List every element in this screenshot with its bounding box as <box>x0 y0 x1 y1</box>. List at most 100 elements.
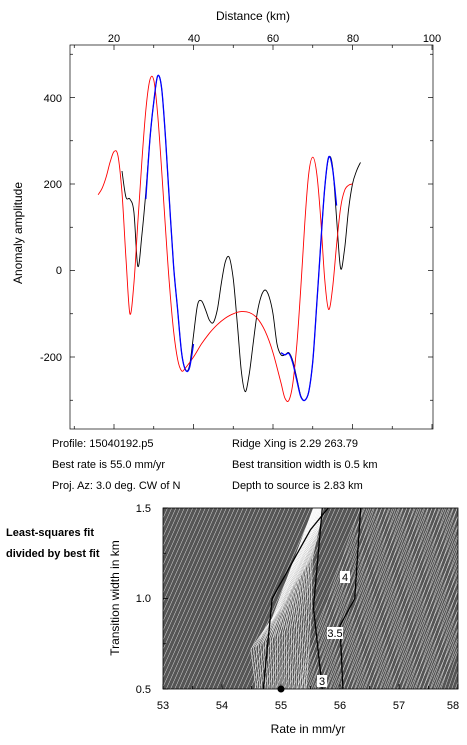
contour-line <box>332 508 397 689</box>
contour-line <box>390 508 454 689</box>
source-depth-info: Depth to source is 2.83 km <box>232 480 363 492</box>
contour-line <box>301 508 323 689</box>
contour-line <box>262 508 316 689</box>
contour-line <box>233 508 315 689</box>
x-tick-label: 53 <box>157 700 169 712</box>
contour-line <box>182 508 265 689</box>
contour-line <box>250 508 314 689</box>
projection-azimuth-info: Proj. Az: 3.0 deg. CW of N <box>52 480 181 492</box>
contour-line <box>257 508 315 689</box>
contour-line <box>426 597 458 689</box>
contour-line <box>350 508 415 689</box>
contour-line <box>274 508 318 689</box>
contour-line <box>163 508 214 622</box>
y-tick-label: 200 <box>44 179 62 191</box>
contour-line <box>296 508 361 689</box>
contour-line <box>411 556 458 689</box>
x-tick-label: 80 <box>347 33 359 45</box>
contour-line <box>289 508 321 689</box>
x-tick-label: 54 <box>216 700 228 712</box>
contour-line <box>361 508 426 689</box>
contour-label-3-5: 3.5 <box>327 627 343 640</box>
contour-line <box>437 628 458 689</box>
contour-line <box>314 508 379 689</box>
y-tick-label: -200 <box>40 352 62 364</box>
ridge-crossing-info: Ridge Xing is 2.29 263.79 <box>232 438 358 450</box>
contour-line <box>195 508 277 689</box>
contour-line <box>447 659 458 689</box>
contour-line <box>415 566 458 689</box>
contour-caption: Least-squares fit divided by best fit <box>6 527 100 560</box>
contour-line <box>375 508 440 689</box>
contour-line <box>325 508 390 689</box>
contour-line <box>444 649 458 689</box>
contour-line <box>439 646 458 689</box>
contour-line <box>404 535 458 689</box>
contour-line <box>269 508 317 689</box>
contour-line <box>419 577 458 689</box>
contour-line <box>459 498 467 699</box>
contour-line <box>191 508 273 689</box>
contour-line <box>397 515 458 689</box>
contour-line <box>393 508 458 689</box>
y-tick-label: 1.5 <box>136 503 151 515</box>
contour-line <box>163 508 177 538</box>
contour-line <box>283 508 366 689</box>
contour-line <box>253 508 315 689</box>
contour-line <box>281 508 319 689</box>
contour-line <box>163 508 193 575</box>
best-fit-marker <box>277 685 285 693</box>
contour-line <box>376 508 458 689</box>
contour-line <box>372 508 436 689</box>
contour-line <box>426 618 458 689</box>
contour-line <box>163 508 189 566</box>
contour-line <box>267 508 317 689</box>
contour-line <box>368 508 433 689</box>
contour-line <box>229 508 311 689</box>
contour-line-bold <box>312 508 323 689</box>
contour-line <box>283 508 320 689</box>
contour-line <box>422 609 458 689</box>
contour-line <box>408 546 458 689</box>
contour-line <box>170 508 252 689</box>
best-rate-info: Best rate is 55.0 mm/yr <box>52 459 166 471</box>
contour-line <box>300 508 364 689</box>
observed-profile-line <box>121 74 361 401</box>
contour-line <box>401 525 458 689</box>
misfit-contour-chart: Rate in mm/yr Transition width in km 53 … <box>108 498 467 736</box>
contour-line <box>365 508 429 689</box>
contour-line <box>321 508 386 689</box>
contour-line <box>429 608 458 689</box>
y-tick-label: 1.0 <box>136 593 151 605</box>
contour-line <box>163 508 223 641</box>
contour-line <box>305 508 324 689</box>
contour-line <box>379 508 444 689</box>
contour-line <box>383 508 447 689</box>
profile-plot-frame <box>69 44 434 430</box>
contour-line <box>163 508 210 613</box>
contour-line <box>203 508 286 689</box>
contour-line <box>299 508 323 689</box>
profile-info: Profile: 15040192.p5 <box>52 438 154 450</box>
contour-line <box>296 508 378 689</box>
y-axis-title: Anomaly amplitude <box>11 182 25 284</box>
contour-line <box>307 508 372 689</box>
x-tick-label: 57 <box>393 700 405 712</box>
contour-line <box>433 618 458 689</box>
fit-window-line <box>145 74 195 373</box>
x-tick-label: 55 <box>275 700 287 712</box>
profile-ticks <box>70 45 433 429</box>
contour-line <box>321 508 403 689</box>
contour-line <box>163 508 231 660</box>
contour-line <box>357 508 422 689</box>
y-tick-label: 400 <box>44 93 62 105</box>
profile-chart: Distance (km) Anomaly amplitude 20 40 60… <box>11 9 441 430</box>
contour-line <box>163 508 235 669</box>
best-transition-info: Best transition width is 0.5 km <box>232 459 378 471</box>
contour-line <box>346 508 429 689</box>
contour-line <box>422 587 458 689</box>
contour-line <box>265 508 317 689</box>
contour-line <box>174 508 256 689</box>
contour-line <box>163 508 198 585</box>
